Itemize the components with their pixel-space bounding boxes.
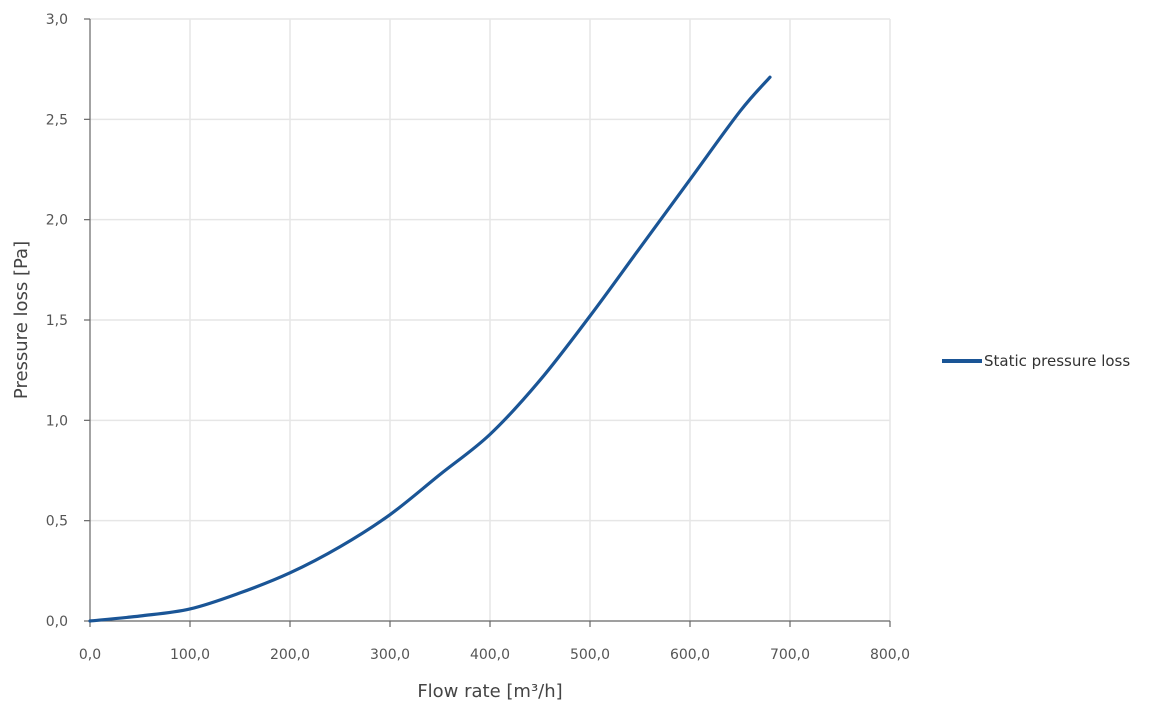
x-tick-label: 0,0 (79, 647, 101, 663)
grid (90, 18, 891, 621)
x-tick-label: 100,0 (170, 647, 210, 663)
series-line-static-pressure-loss (88, 75, 772, 623)
y-tick-label: 0,0 (46, 614, 68, 630)
y-tick-label: 1,0 (46, 413, 68, 429)
y-tick-label: 3,0 (46, 12, 68, 28)
y-tick-label: 0,5 (46, 514, 68, 530)
x-tick-label: 200,0 (270, 647, 310, 663)
series-layer (88, 75, 772, 623)
x-tick-label: 500,0 (570, 647, 610, 663)
legend: Static pressure loss (942, 352, 1130, 370)
x-tick-label: 300,0 (370, 647, 410, 663)
legend-label: Static pressure loss (984, 352, 1130, 370)
y-axis-title: Pressure loss [Pa] (11, 241, 32, 399)
y-tick-label: 2,0 (46, 213, 68, 229)
tick-labels: 0,0 100,0 200,0 300,0 400,0 500,0 600,0 700,0 80… (46, 12, 910, 663)
x-tick-label: 400,0 (470, 647, 510, 663)
axes (84, 18, 891, 627)
x-axis-title: Flow rate [m³/h] (417, 681, 562, 702)
x-tick-label: 800,0 (870, 647, 910, 663)
x-tick-label: 700,0 (770, 647, 810, 663)
y-tick-label: 1,5 (46, 313, 68, 329)
y-tick-label: 2,5 (46, 112, 68, 128)
x-tick-label: 600,0 (670, 647, 710, 663)
